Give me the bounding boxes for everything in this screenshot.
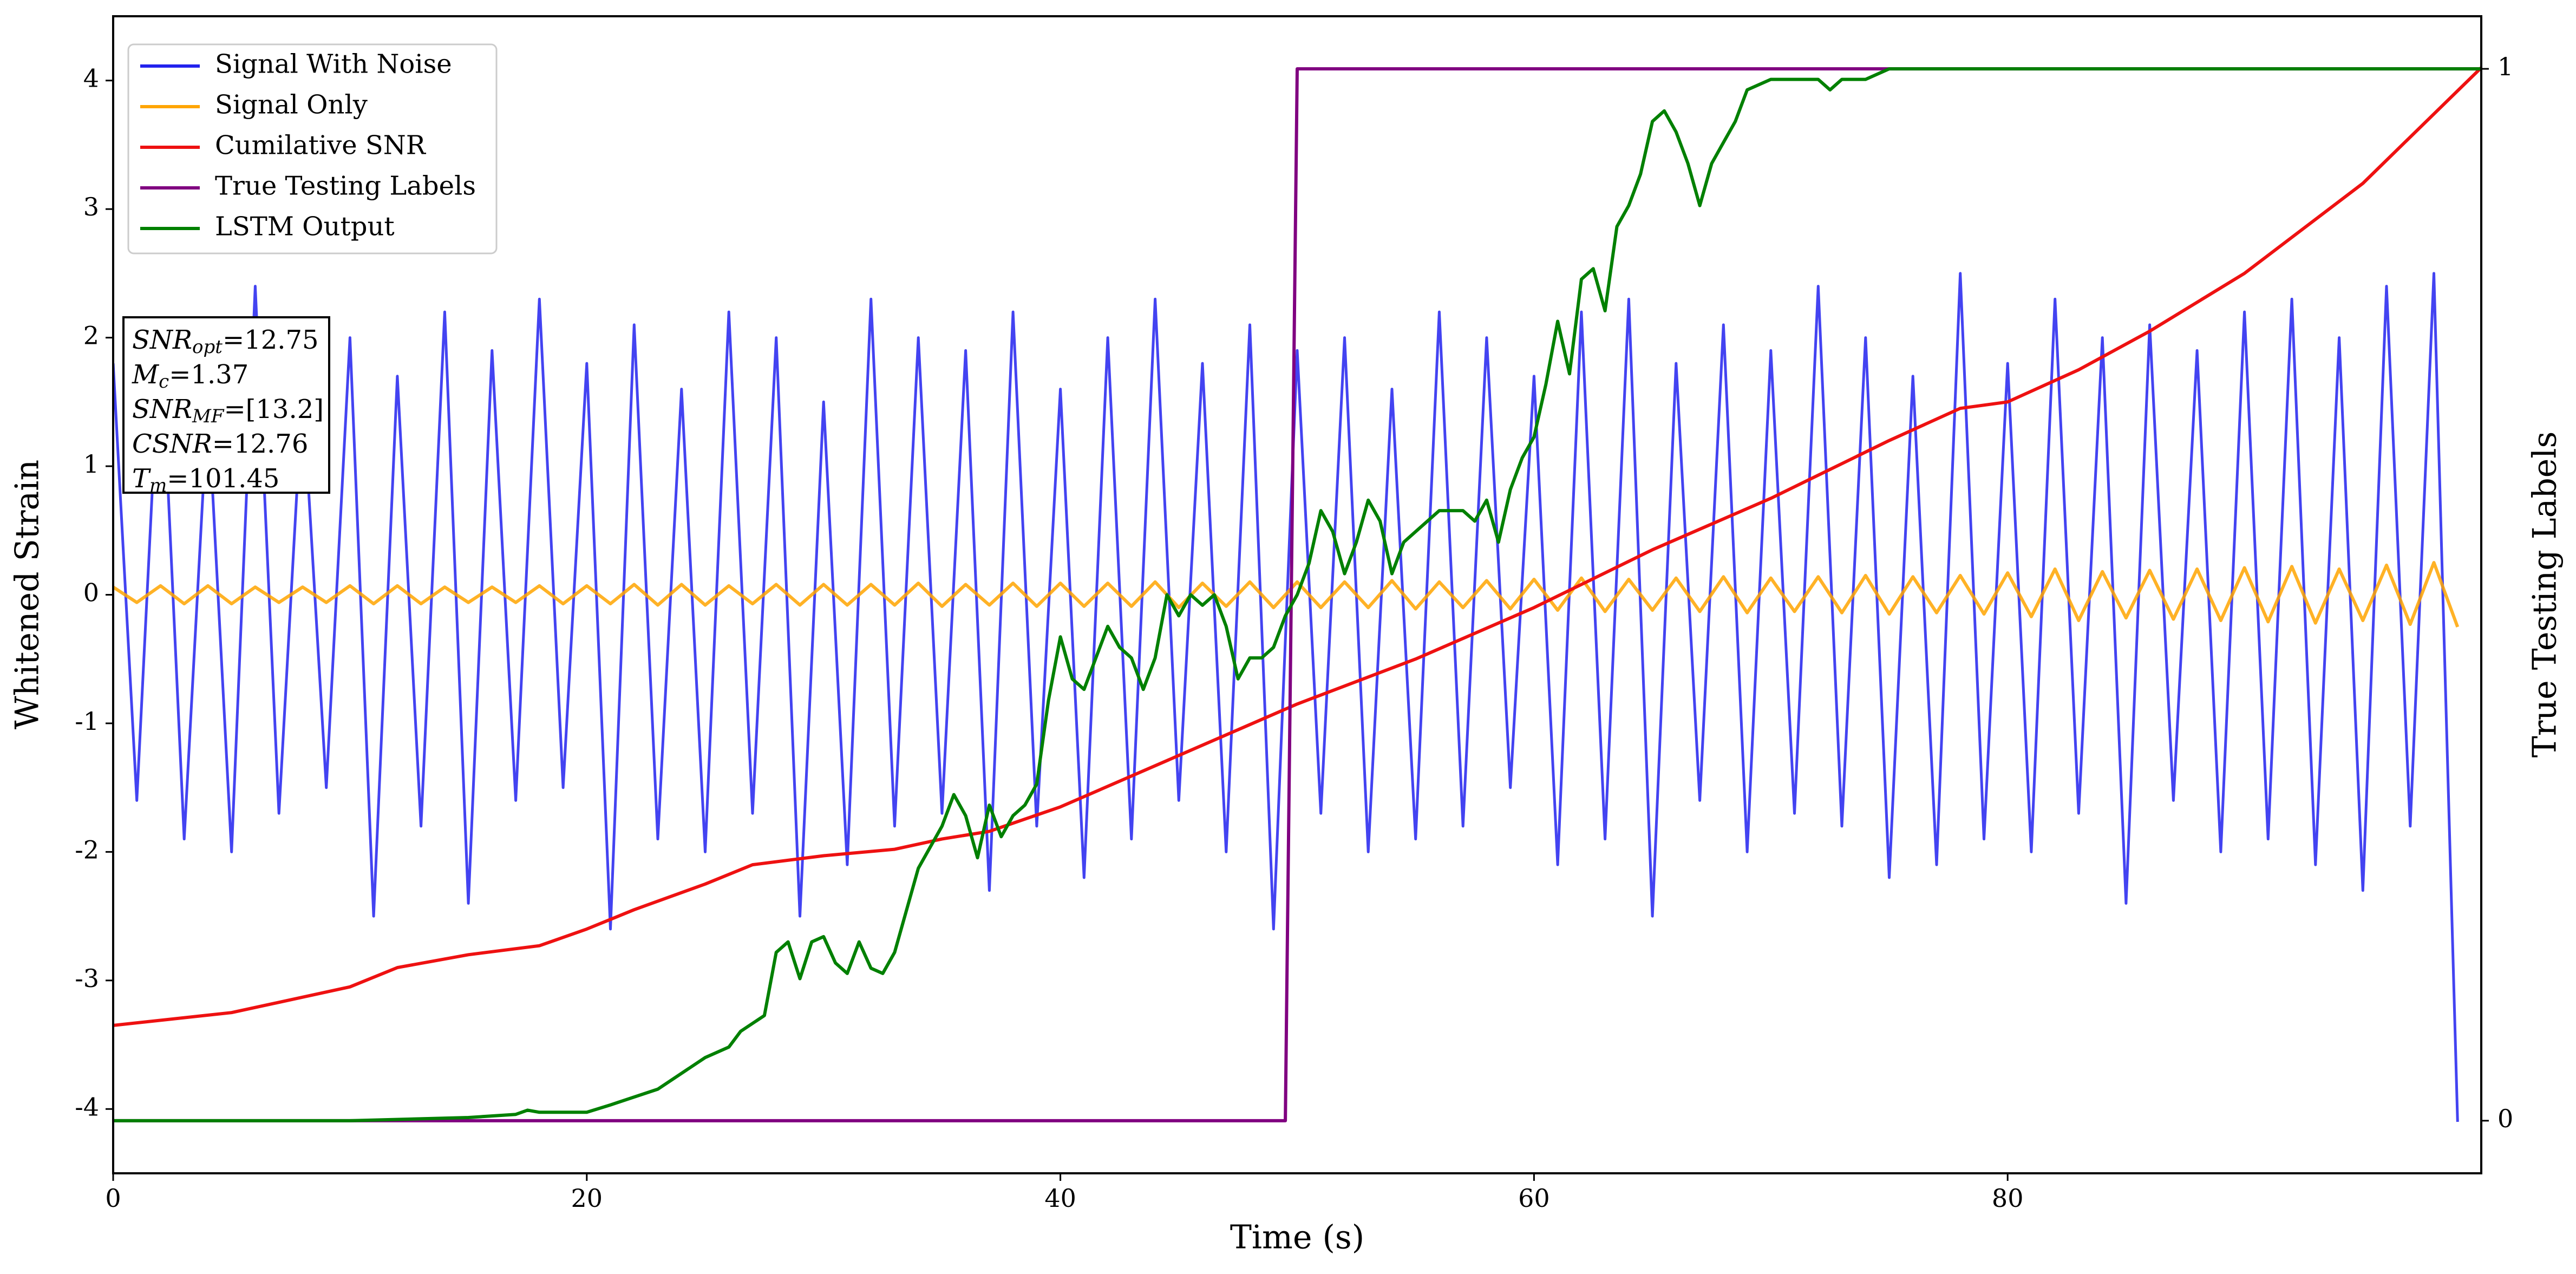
annotation-line: Tm=101.45 [132, 463, 279, 497]
y-tick-label: -4 [75, 1092, 99, 1121]
y-tick-label: 2 [83, 321, 99, 350]
legend-label: LSTM Output [215, 212, 395, 242]
y-axis-label: Whitened Strain [9, 460, 47, 729]
annotation-line: Mc=1.37 [132, 360, 249, 393]
annotation-symbol: CSNR [132, 429, 212, 459]
legend-box [127, 43, 498, 254]
annotation-line: CSNR=12.76 [132, 429, 308, 459]
annotation-symbol: M [132, 360, 160, 390]
x-tick-label: 40 [1044, 1184, 1076, 1213]
legend-label: Signal Only [215, 90, 368, 120]
x-axis-label: Time (s) [1230, 1219, 1364, 1257]
annotation-subscript: opt [192, 336, 223, 358]
annotation-line: SNRMF=[13.2] [132, 394, 324, 428]
annotation-subscript: c [159, 371, 169, 393]
y-tick-label: -1 [75, 707, 99, 736]
x-tick-label: 80 [1992, 1184, 2024, 1213]
y-tick-label: 1 [83, 449, 99, 479]
series-line [113, 66, 2481, 1027]
annotation-subscript: MF [192, 406, 225, 427]
x-tick-label: 0 [105, 1184, 121, 1213]
annotation-box [122, 316, 330, 494]
series-line [113, 272, 2459, 1122]
x-tick-label: 20 [571, 1184, 603, 1213]
annotation-symbol: T [132, 463, 151, 494]
y2-axis-label: True Testing Labels [2526, 432, 2564, 758]
legend-label: Cumilative SNR [215, 130, 427, 161]
plot-area [113, 66, 2481, 1122]
legend-label: Signal With Noise [215, 49, 452, 80]
y-tick-label: -3 [75, 964, 99, 993]
series-line [113, 67, 2481, 1122]
legend: Signal With Noise Signal Only Cumilative S… [127, 43, 498, 254]
annotation: SNRopt=12.75Mc=1.37SNRMF=[13.2]CSNR=12.7… [122, 316, 330, 497]
annotation-symbol: SNR [132, 394, 192, 424]
annotation-subscript: m [149, 475, 167, 496]
y-tick-label: 3 [83, 192, 99, 221]
y2-tick-label: 0 [2497, 1104, 2513, 1133]
annotation-value: =[13.2] [224, 394, 324, 424]
y-tick-label: 4 [83, 64, 99, 93]
legend-label: True Testing Labels [215, 171, 476, 201]
annotation-value: =12.76 [212, 429, 309, 459]
annotation-line: SNRopt=12.75 [132, 325, 319, 358]
annotation-symbol: SNR [132, 325, 192, 355]
x-tick-label: 60 [1518, 1184, 1550, 1213]
annotation-value: =12.75 [223, 325, 319, 355]
series-line [113, 561, 2460, 628]
y-tick-label: -2 [75, 835, 99, 864]
annotation-value: =101.45 [167, 463, 279, 494]
annotation-value: =1.37 [169, 360, 249, 390]
y2-tick-label: 1 [2497, 52, 2513, 81]
y-tick-label: 0 [83, 578, 99, 607]
